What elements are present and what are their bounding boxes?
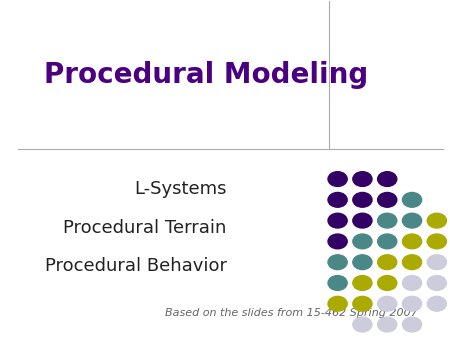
Circle shape <box>328 255 347 270</box>
Circle shape <box>402 275 422 290</box>
Circle shape <box>402 192 422 207</box>
Text: Based on the slides from 15-462 Spring 2007: Based on the slides from 15-462 Spring 2… <box>166 308 418 318</box>
Circle shape <box>328 296 347 311</box>
Circle shape <box>378 275 397 290</box>
Circle shape <box>427 296 446 311</box>
Circle shape <box>402 317 422 332</box>
Circle shape <box>427 275 446 290</box>
Circle shape <box>378 255 397 270</box>
Text: Procedural Behavior: Procedural Behavior <box>45 257 227 275</box>
Circle shape <box>353 172 372 187</box>
Circle shape <box>353 192 372 207</box>
Circle shape <box>378 234 397 249</box>
Text: Procedural Modeling: Procedural Modeling <box>44 61 368 89</box>
Circle shape <box>353 317 372 332</box>
Circle shape <box>328 234 347 249</box>
Circle shape <box>378 317 397 332</box>
Circle shape <box>328 275 347 290</box>
Circle shape <box>378 192 397 207</box>
Circle shape <box>402 234 422 249</box>
Circle shape <box>378 172 397 187</box>
Circle shape <box>427 213 446 228</box>
Circle shape <box>328 192 347 207</box>
Circle shape <box>353 234 372 249</box>
Circle shape <box>427 234 446 249</box>
Circle shape <box>328 213 347 228</box>
Circle shape <box>402 255 422 270</box>
Circle shape <box>402 213 422 228</box>
Circle shape <box>402 296 422 311</box>
Text: Procedural Terrain: Procedural Terrain <box>63 219 227 237</box>
Circle shape <box>427 255 446 270</box>
Circle shape <box>378 296 397 311</box>
Circle shape <box>328 172 347 187</box>
Circle shape <box>353 255 372 270</box>
Circle shape <box>353 275 372 290</box>
Circle shape <box>353 296 372 311</box>
Circle shape <box>378 213 397 228</box>
Circle shape <box>353 213 372 228</box>
Text: L-Systems: L-Systems <box>134 180 227 198</box>
